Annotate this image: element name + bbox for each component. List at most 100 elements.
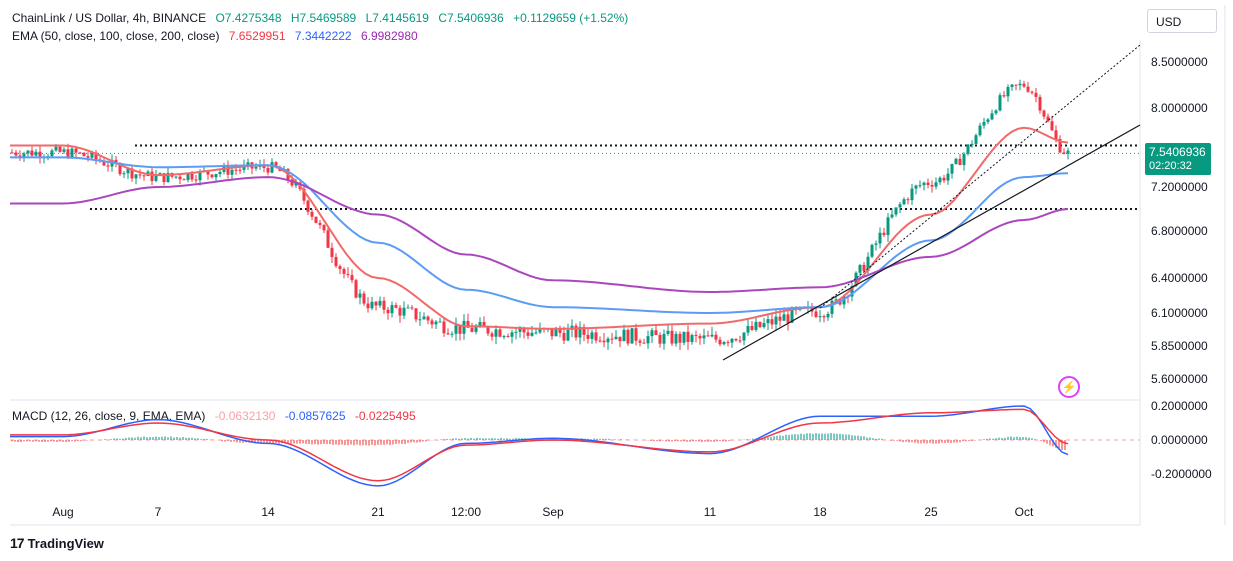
candle-body [478,322,482,327]
candle-body [870,244,874,257]
candle-body [10,152,14,154]
candle-body [626,329,630,344]
symbol-title[interactable]: ChainLink / US Dollar, 4h, BINANCE [12,11,207,25]
candle-body [534,332,538,334]
candle-body [706,335,710,337]
candle-body [1006,86,1010,97]
candle-body [1010,84,1014,87]
time-axis-tick: 14 [261,505,275,519]
tradingview-watermark[interactable]: 17 TradingView [10,535,104,551]
candle-body [314,216,318,223]
price-axis-tick: 6.1000000 [1151,306,1208,320]
price-axis-tick: 7.2000000 [1151,180,1208,194]
candle-body [122,173,126,175]
candle-body [438,321,442,323]
candle-body [638,340,642,343]
candle-body [826,313,830,318]
candle-body [618,336,622,342]
watermark-text: TradingView [27,535,104,551]
candle-body [742,332,746,341]
candle-body [506,336,510,338]
ohlc-low: L7.4145619 [365,11,429,25]
candle-body [950,163,954,174]
candle-body [418,319,422,321]
candle-body [1054,130,1058,139]
candle-body [162,173,166,182]
price-axis-tick: 5.8500000 [1151,339,1208,353]
candle-body [642,342,646,344]
candle-body [410,307,414,309]
candle-body [606,338,610,343]
candle-body [582,326,586,335]
candle-body [318,222,322,225]
time-axis-tick: 25 [924,505,938,519]
candle-body [362,293,366,304]
candle-body [226,165,230,175]
currency-button[interactable]: USD [1147,9,1217,33]
ema200-line[interactable] [10,176,1069,293]
candle-body [150,171,154,181]
macd-signal-line[interactable] [10,408,1069,482]
candle-body [902,199,906,205]
price-axis-tick: 8.0000000 [1151,101,1208,115]
candle-body [198,171,202,181]
lightning-icon[interactable]: ⚡ [1058,376,1080,398]
ohlc-high: H7.5469589 [290,11,357,25]
candle-body [970,143,974,145]
time-axis-tick: 11 [704,505,717,519]
candle-body [66,149,70,158]
candle-body [594,332,598,341]
candle-body [210,174,214,178]
candle-body [366,303,370,309]
candle-body [502,336,506,338]
candle-body [82,152,86,157]
price-axis-tick: 6.8000000 [1151,224,1208,238]
candle-body [682,331,686,343]
candle-body [562,332,566,341]
candle-body [178,176,182,180]
candle-body [878,232,882,244]
candle-body [974,135,978,144]
candle-body [922,182,926,186]
current-price-label: 7.5406936 02:20:32 [1145,143,1211,175]
candle-body [214,174,218,178]
ema-label[interactable]: EMA (50, close, 100, close, 200, close) [12,29,220,43]
candle-body [786,314,790,323]
ema100-line[interactable] [10,156,1069,314]
candle-body [958,158,962,165]
candle-body [938,177,942,183]
candle-body [770,319,774,325]
macd-axis-tick: 0.2000000 [1151,399,1208,413]
candle-body [822,316,826,318]
candle-body [810,306,814,312]
candle-body [906,199,910,201]
ema50-line[interactable] [10,126,1069,330]
candle-body [702,335,706,339]
candle-body [522,328,526,333]
parallel-channel-line[interactable] [819,44,1141,309]
candle-body [58,146,62,152]
candle-body [990,113,994,120]
candle-body [1018,83,1022,86]
candle-body [1038,96,1042,111]
candle-body [538,328,542,333]
candle-body [774,316,778,325]
candle-body [558,329,562,333]
candle-body [194,179,198,181]
candle-body [422,316,426,320]
candle-body [142,175,146,177]
candle-body [746,325,750,333]
macd-line[interactable] [10,405,1069,487]
ascending-trendline[interactable] [722,124,1141,361]
candle-body [954,158,958,164]
tradingview-logo-icon: 17 [10,535,25,551]
candle-body [778,316,782,321]
time-axis-tick: Oct [1015,505,1034,519]
candle-body [866,256,870,271]
candle-body [486,326,490,334]
candle-body [674,333,678,344]
candle-body [554,329,558,337]
candle-body [130,168,134,179]
candle-body [230,169,234,175]
